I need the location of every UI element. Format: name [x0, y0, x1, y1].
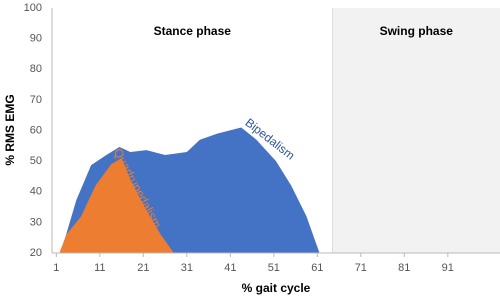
x-tick-label: 81	[398, 262, 410, 274]
x-tick-label: 61	[311, 262, 323, 274]
shaded-region	[332, 8, 500, 253]
x-tick-label: 31	[181, 262, 193, 274]
x-tick-label: 41	[224, 262, 236, 274]
annotation: Swing phase	[380, 24, 454, 38]
y-tick-label: 70	[30, 94, 42, 106]
y-axis-label: % RMS EMG	[3, 94, 17, 165]
y-tick-label: 100	[24, 2, 42, 14]
x-tick-label: 51	[268, 262, 280, 274]
x-tick-label: 21	[137, 262, 149, 274]
x-tick-label: 11	[94, 262, 105, 274]
y-tick-label: 20	[30, 247, 42, 259]
y-tick-label: 30	[30, 216, 42, 228]
y-tick-label: 90	[30, 33, 42, 45]
x-tick-label: 1	[53, 262, 59, 274]
annotation: Stance phase	[154, 24, 232, 38]
area	[59, 158, 174, 253]
x-tick-label: 71	[355, 262, 367, 274]
y-tick-label: 40	[30, 186, 42, 198]
y-tick-label: 50	[30, 155, 42, 167]
y-tick-label: 80	[30, 63, 42, 75]
x-tick-label: 91	[442, 262, 454, 274]
x-axis-label: % gait cycle	[242, 281, 311, 295]
y-tick-label: 60	[30, 124, 42, 136]
